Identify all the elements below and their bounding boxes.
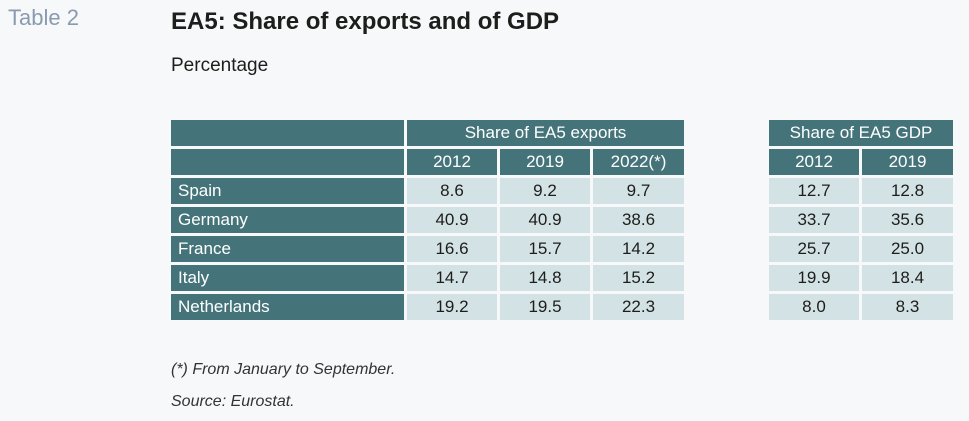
gdp-value: 19.9 (769, 265, 859, 291)
exports-group-header: Share of EA5 exports (407, 120, 684, 146)
exports-value: 19.2 (407, 294, 497, 320)
exports-value: 9.7 (593, 178, 684, 204)
country-label: Germany (171, 207, 404, 233)
gdp-value: 33.7 (769, 207, 859, 233)
row-header-blank-2 (171, 149, 404, 175)
exports-value: 15.7 (500, 236, 590, 262)
gdp-value: 25.0 (862, 236, 953, 262)
exports-value: 14.8 (500, 265, 590, 291)
table-number-label: Table 2 (8, 5, 79, 30)
gdp-value: 25.7 (769, 236, 859, 262)
exports-value: 22.3 (593, 294, 684, 320)
footnote: (*) From January to September. (171, 361, 396, 378)
gdp-value: 35.6 (862, 207, 953, 233)
exports-value: 19.5 (500, 294, 590, 320)
gdp-value: 8.0 (769, 294, 859, 320)
country-label: Spain (171, 178, 404, 204)
country-label: Italy (171, 265, 404, 291)
exports-value: 8.6 (407, 178, 497, 204)
table-subtitle: Percentage (171, 55, 269, 76)
exports-value: 16.6 (407, 236, 497, 262)
country-label: France (171, 236, 404, 262)
table-title: EA5: Share of exports and of GDP (171, 8, 560, 35)
gdp-value: 8.3 (862, 294, 953, 320)
exports-year-header: 2019 (500, 149, 590, 175)
row-header-blank-1 (171, 120, 404, 146)
exports-value: 14.7 (407, 265, 497, 291)
exports-value: 40.9 (407, 207, 497, 233)
gdp-year-header: 2019 (862, 149, 953, 175)
gdp-value: 12.7 (769, 178, 859, 204)
gdp-value: 18.4 (862, 265, 953, 291)
exports-value: 9.2 (500, 178, 590, 204)
exports-value: 15.2 (593, 265, 684, 291)
exports-year-header: 2022(*) (593, 149, 684, 175)
country-label: Netherlands (171, 294, 404, 320)
exports-year-header: 2012 (407, 149, 497, 175)
source-note: Source: Eurostat. (171, 393, 295, 410)
exports-value: 14.2 (593, 236, 684, 262)
exports-value: 40.9 (500, 207, 590, 233)
gdp-group-header: Share of EA5 GDP (769, 120, 953, 146)
gdp-year-header: 2012 (769, 149, 859, 175)
gdp-value: 12.8 (862, 178, 953, 204)
exports-value: 38.6 (593, 207, 684, 233)
